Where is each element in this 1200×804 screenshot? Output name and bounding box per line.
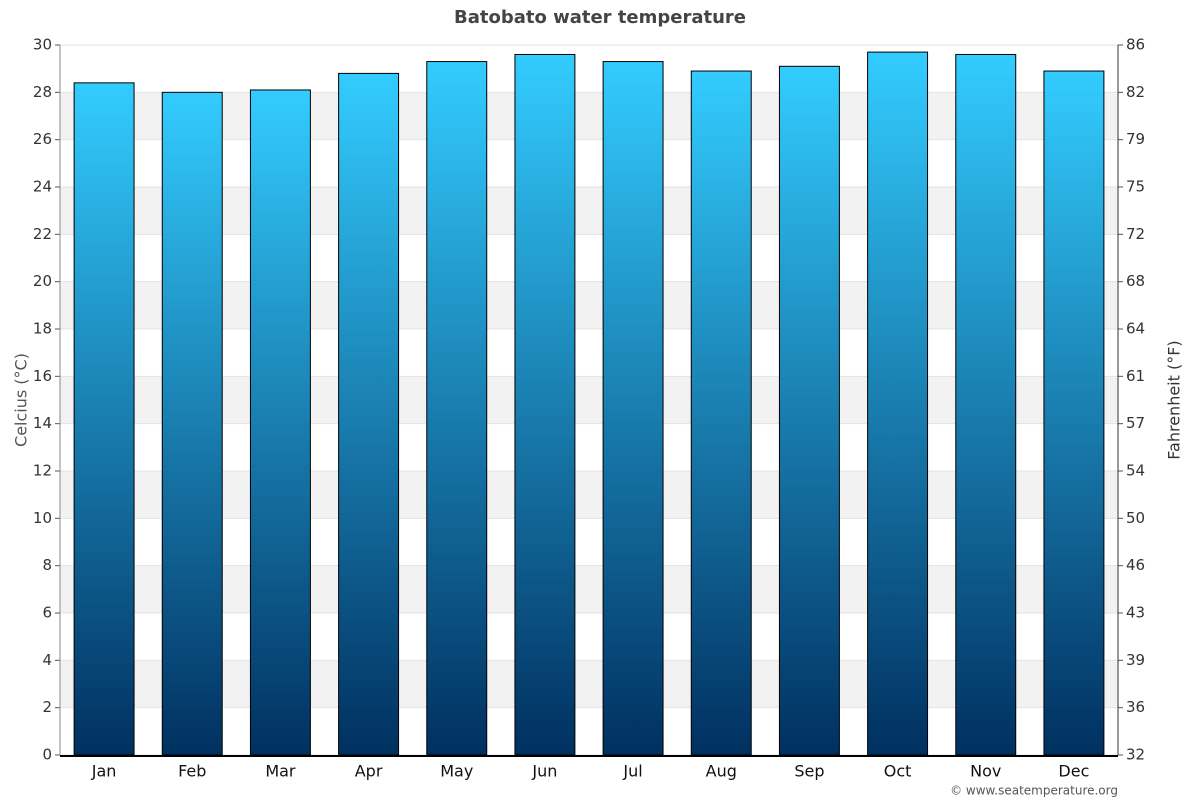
x-tick-label: Jul [622, 762, 642, 781]
bar [161, 91, 223, 756]
y-tick-label: 0 [42, 746, 52, 764]
y2-tick-label: 36 [1126, 698, 1145, 716]
x-tick-label: Jan [91, 762, 117, 781]
y-tick-label: 30 [33, 36, 52, 54]
bar [338, 72, 400, 756]
bar [1043, 70, 1105, 756]
y2-tick-label: 79 [1126, 130, 1145, 148]
y2-tick-label: 75 [1126, 178, 1145, 196]
bar [602, 61, 664, 756]
y-tick-label: 16 [33, 367, 52, 385]
x-tick-label: Jun [531, 762, 557, 781]
y-tick-label: 20 [33, 272, 52, 290]
x-tick-label: Oct [884, 762, 912, 781]
grid-band [60, 376, 1118, 424]
x-tick-label: Apr [355, 762, 383, 781]
grid-band [60, 281, 1118, 329]
y-tick-label: 18 [33, 320, 52, 338]
x-tick-label: Sep [794, 762, 824, 781]
bar [690, 70, 752, 756]
y2-tick-label: 82 [1126, 83, 1145, 101]
y-tick-label: 28 [33, 83, 52, 101]
y2-tick-label: 32 [1126, 746, 1145, 764]
bar [955, 53, 1017, 756]
y-tick-label: 24 [33, 178, 52, 196]
bar [778, 65, 840, 756]
y-tick-label: 10 [33, 509, 52, 527]
bar [514, 53, 576, 756]
y2-tick-label: 64 [1126, 320, 1145, 338]
bar [867, 51, 929, 756]
y-tick-label: 4 [42, 651, 52, 669]
y2-tick-label: 72 [1126, 225, 1145, 243]
y-tick-label: 14 [33, 414, 52, 432]
y2-axis-label: Fahrenheit (°F) [1165, 340, 1184, 459]
y2-tick-label: 86 [1126, 36, 1145, 54]
grid-band [60, 565, 1118, 613]
bar [73, 82, 135, 756]
y2-tick-label: 68 [1126, 272, 1145, 290]
y-tick-label: 26 [33, 130, 52, 148]
bar [426, 61, 488, 756]
y-tick-label: 6 [42, 604, 52, 622]
y2-tick-label: 50 [1126, 509, 1145, 527]
y-tick-label: 22 [33, 225, 52, 243]
y2-tick-label: 57 [1126, 414, 1145, 432]
x-tick-label: Dec [1058, 762, 1089, 781]
x-tick-label: Feb [178, 762, 206, 781]
x-tick-label: Mar [265, 762, 296, 781]
credit: © www.seatemperature.org [950, 784, 1118, 798]
grid-band [60, 187, 1118, 235]
y2-tick-label: 39 [1126, 651, 1145, 669]
chart-title: Batobato water temperature [454, 7, 746, 28]
grid-band [60, 660, 1118, 708]
bar [249, 89, 311, 756]
y-tick-label: 8 [42, 556, 52, 574]
x-tick-label: Aug [706, 762, 737, 781]
y2-tick-label: 46 [1126, 556, 1145, 574]
y2-tick-label: 43 [1126, 604, 1145, 622]
y-tick-label: 2 [42, 698, 52, 716]
y-axis-label: Celcius (°C) [12, 353, 31, 447]
y2-tick-label: 61 [1126, 367, 1145, 385]
y2-tick-label: 54 [1126, 462, 1145, 480]
x-tick-label: May [440, 762, 473, 781]
grid-band [60, 92, 1118, 140]
y-tick-label: 12 [33, 462, 52, 480]
grid-band [60, 471, 1118, 519]
x-tick-label: Nov [970, 762, 1001, 781]
